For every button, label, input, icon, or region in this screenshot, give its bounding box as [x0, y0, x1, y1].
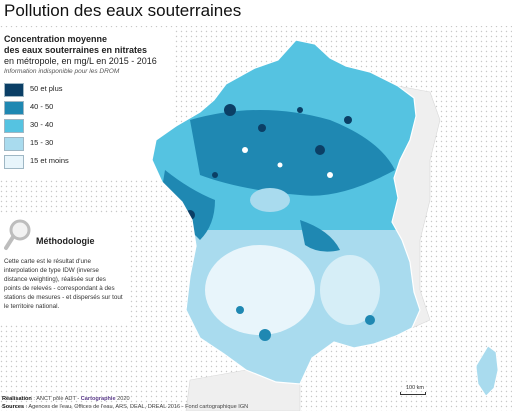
legend-swatch	[4, 119, 24, 133]
legend-label: 30 - 40	[30, 120, 54, 129]
subtitle-line2: des eaux souterraines en nitrates	[4, 45, 148, 55]
corsica	[475, 345, 499, 397]
sources-label: Sources	[2, 404, 25, 410]
scale-bar: 100 km	[400, 385, 430, 395]
legend-swatch	[4, 155, 24, 169]
france-outline	[151, 39, 421, 385]
footer: Réalisation : ANCT pôle ADT - Cartograph…	[2, 395, 248, 411]
subtitle-note: Information indisponible pour les DROM	[4, 68, 120, 75]
methodology-text: Cette carte est le résultat d'une interp…	[4, 258, 123, 310]
footer-sources: Sources : Agences de l'eau, Offices de l…	[2, 403, 248, 411]
legend-swatch	[4, 137, 24, 151]
credit-year: 2020	[115, 396, 130, 402]
map-subtitle: Concentration moyenne des eaux souterrai…	[4, 34, 174, 76]
scale-line	[400, 392, 426, 395]
sources-text: : Agences de l'eau, Offices de l'eau, AR…	[24, 404, 249, 410]
legend-swatch	[4, 83, 24, 97]
footer-realisation: Réalisation : ANCT pôle ADT - Cartograph…	[2, 395, 248, 403]
methodology-title: Méthodologie	[36, 236, 95, 246]
realisation-text: : ANCT pôle ADT -	[31, 396, 81, 402]
legend-label: 50 et plus	[30, 84, 63, 93]
legend-swatch	[4, 101, 24, 115]
title-band	[0, 0, 512, 26]
legend-label: 15 - 30	[30, 138, 54, 147]
realisation-label: Réalisation	[2, 396, 32, 402]
page-title: Pollution des eaux souterraines	[4, 1, 242, 20]
credit-link[interactable]: Cartographie	[80, 396, 116, 402]
legend-label: 15 et moins	[30, 156, 69, 165]
legend-panel	[0, 30, 175, 180]
subtitle-line3: en métropole, en mg/L en 2015 - 2016	[4, 56, 157, 66]
magnifier-icon	[4, 219, 31, 250]
subtitle-line1: Concentration moyenne	[4, 34, 108, 44]
legend-label: 40 - 50	[30, 102, 54, 111]
scale-label: 100 km	[405, 385, 425, 391]
